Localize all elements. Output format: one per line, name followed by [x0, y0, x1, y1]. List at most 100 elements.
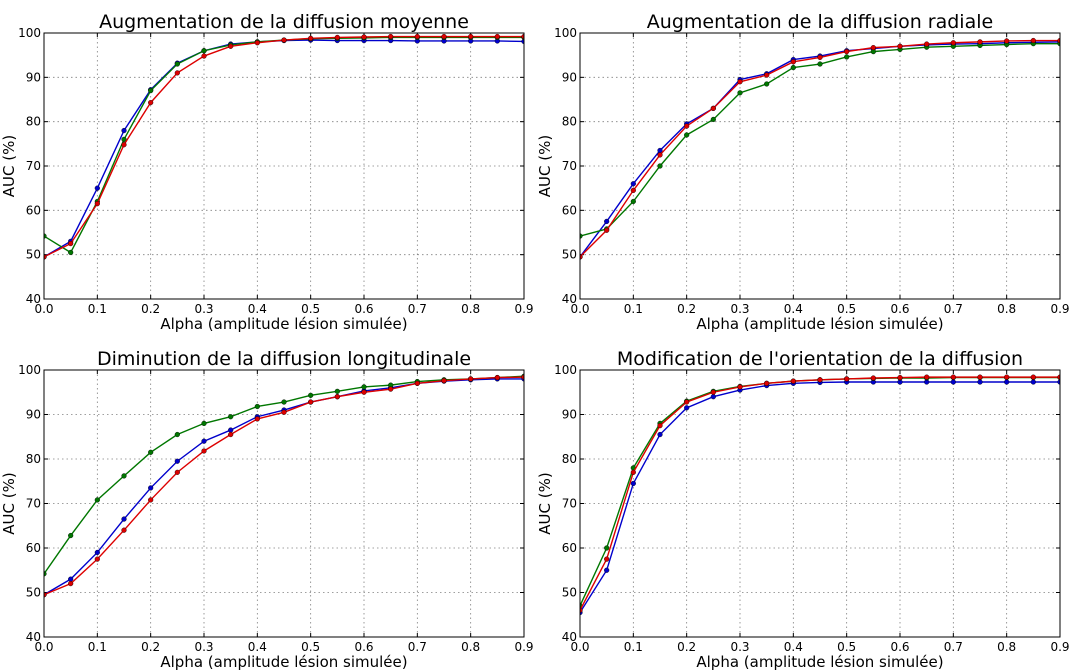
y-tick-label: 60: [562, 541, 577, 555]
x-tick-label: 0.3: [730, 640, 749, 654]
chart-title: Modification de l'orientation de la diff…: [617, 348, 1023, 370]
x-tick-label: 0.9: [514, 302, 533, 316]
x-tick-label: 0.6: [890, 302, 909, 316]
data-point: [1004, 379, 1010, 385]
data-point: [580, 607, 583, 613]
x-tick-label: 0.8: [461, 302, 480, 316]
series-group: [44, 33, 524, 260]
data-point: [657, 163, 663, 169]
x-tick-label: 0.6: [354, 302, 373, 316]
y-tick-label: 60: [26, 541, 41, 555]
data-point: [334, 388, 340, 394]
x-tick-label: 0.9: [1050, 640, 1069, 654]
series-group: [580, 37, 1060, 260]
data-point: [710, 389, 716, 395]
y-tick-label: 90: [26, 70, 41, 84]
x-tick-label: 0.7: [408, 640, 427, 654]
y-tick-label: 50: [26, 586, 41, 600]
data-point: [844, 49, 850, 55]
data-point: [201, 438, 207, 444]
data-point: [844, 376, 850, 382]
data-point: [121, 516, 127, 522]
data-point: [870, 375, 876, 381]
data-point: [870, 45, 876, 51]
y-tick-label: 60: [562, 203, 577, 217]
x-tick-label: 0.0: [570, 302, 589, 316]
x-tick-label: 0.6: [890, 640, 909, 654]
data-point: [1030, 374, 1036, 380]
x-axis-label: Alpha (amplitude lésion simulée): [696, 653, 943, 671]
data-point: [897, 43, 903, 49]
y-tick-label: 80: [26, 115, 41, 129]
chart-panel-4: 0.0 0.1 0.2 0.3 0.4 0.5 0.6 0.7 0.8 0.9 40 50 60 70 80…: [536, 348, 1070, 671]
x-tick-label: 0.5: [837, 302, 856, 316]
x-tick-label: 0.1: [624, 302, 643, 316]
x-tick-label: 0.2: [141, 302, 160, 316]
y-tick-label: 40: [26, 292, 41, 306]
data-point: [201, 48, 207, 54]
x-tick-label: 0.3: [194, 640, 213, 654]
y-tick-label: 70: [562, 497, 577, 511]
data-point: [121, 142, 127, 148]
data-point: [468, 33, 474, 40]
y-tick-label: 90: [26, 408, 41, 422]
x-tick-label: 0.2: [141, 640, 160, 654]
x-axis-label: Alpha (amplitude lésion simulée): [696, 315, 943, 333]
y-axis-label: AUC (%): [0, 135, 18, 197]
chart-title: Diminution de la diffusion longitudinale: [97, 348, 471, 370]
data-point: [710, 116, 716, 123]
data-point: [68, 576, 74, 582]
data-point: [94, 549, 100, 556]
data-point: [790, 64, 796, 71]
data-point: [44, 233, 47, 239]
chart-panel-3: 0.0 0.1 0.2 0.3 0.4 0.5 0.6 0.7 0.8 0.9 40 50 60 70 80…: [0, 348, 534, 671]
y-tick-label: 100: [18, 26, 41, 40]
data-point: [228, 414, 234, 420]
data-point: [844, 54, 850, 60]
x-tick-label: 0.1: [88, 640, 107, 654]
data-point: [710, 394, 716, 400]
x-tick-label: 0.7: [944, 302, 963, 316]
chart-panel-1: 0.0 0.1 0.2 0.3 0.4 0.5 0.6 0.7 0.8 0.9 40 50 60 70 80…: [0, 11, 534, 333]
data-point: [201, 53, 207, 59]
data-point: [94, 185, 100, 191]
x-tick-label: 0.5: [301, 302, 320, 316]
data-point: [977, 39, 983, 45]
data-point: [897, 374, 903, 381]
y-axis-label: AUC (%): [536, 135, 554, 197]
data-point: [121, 136, 127, 143]
x-tick-label: 0.5: [301, 640, 320, 654]
data-point: [494, 33, 500, 40]
x-tick-label: 0.9: [514, 640, 533, 654]
x-tick-label: 0.6: [354, 640, 373, 654]
y-tick-label: 90: [562, 408, 577, 422]
data-point: [68, 240, 74, 247]
data-point: [254, 40, 260, 46]
data-point: [68, 249, 74, 256]
data-point: [950, 379, 956, 385]
data-point: [361, 34, 367, 40]
data-point: [174, 469, 180, 475]
x-tick-label: 0.3: [194, 302, 213, 316]
data-point: [468, 376, 474, 382]
data-point: [44, 592, 47, 598]
data-point: [201, 448, 207, 454]
data-point: [604, 227, 610, 233]
x-tick-label: 0.8: [997, 302, 1016, 316]
data-point: [1030, 379, 1036, 385]
y-tick-label: 80: [562, 115, 577, 129]
data-point: [148, 449, 154, 455]
chart-panel-2: 0.0 0.1 0.2 0.3 0.4 0.5 0.6 0.7 0.8 0.9 40 50 60 70 80…: [536, 11, 1070, 333]
data-point: [388, 386, 394, 392]
data-point: [494, 374, 500, 381]
x-tick-label: 0.7: [408, 302, 427, 316]
x-tick-label: 0.4: [784, 640, 803, 654]
y-tick-label: 80: [562, 452, 577, 466]
data-point: [630, 469, 636, 475]
x-tick-label: 0.0: [34, 640, 53, 654]
data-point: [281, 409, 287, 415]
plot-frame: [579, 369, 1061, 638]
y-tick-label: 40: [562, 630, 577, 644]
x-tick-label: 0.8: [997, 640, 1016, 654]
data-point: [44, 254, 47, 260]
